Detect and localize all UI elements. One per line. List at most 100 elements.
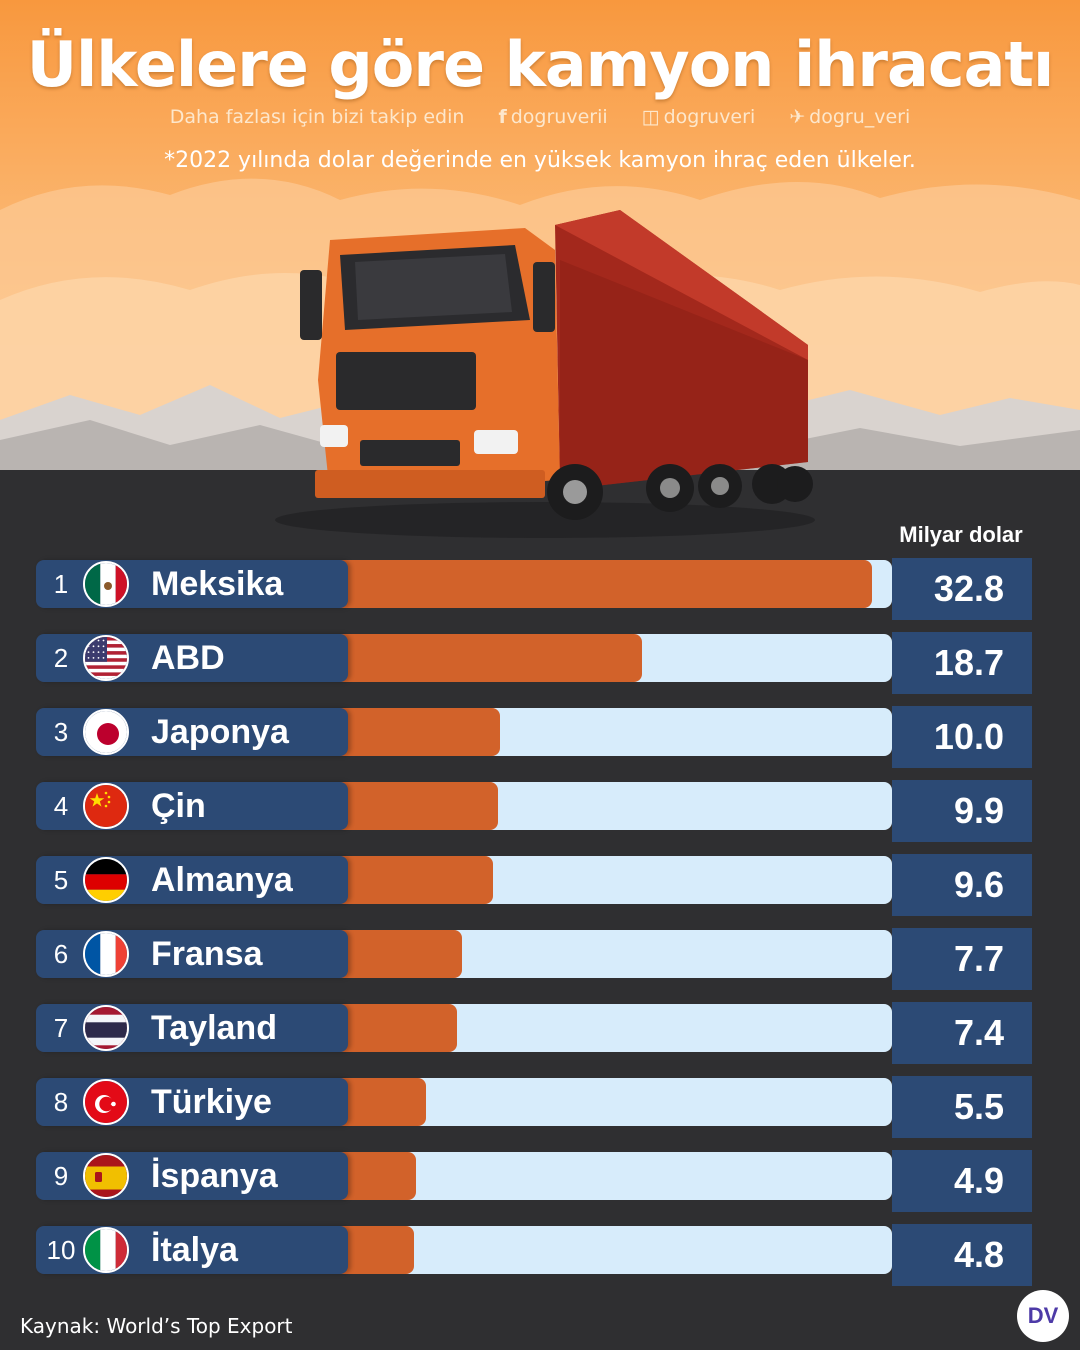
bar — [336, 560, 872, 608]
facebook-handle: dogruverii — [510, 106, 608, 128]
social-links: Daha fazlası için bizi takip edin f dogru… — [0, 106, 1080, 128]
bar-row: 9 İspanya 4.9 — [36, 1150, 1032, 1216]
brand-logo: DV — [1017, 1290, 1069, 1342]
country-name: Meksika — [151, 565, 284, 603]
flag-icon — [83, 1079, 129, 1125]
country-name: Tayland — [151, 1009, 277, 1047]
category-label: 5 Almanya — [36, 856, 348, 904]
rank-number: 6 — [53, 939, 69, 969]
flag-icon — [83, 1227, 129, 1273]
bar — [336, 1226, 414, 1274]
country-name: Çin — [151, 787, 206, 825]
value-box: 4.9 — [892, 1150, 1032, 1212]
source-note: Kaynak: World’s Top Export — [20, 1314, 293, 1338]
unit-label: Milyar dolar — [899, 522, 1023, 547]
value-box: 9.6 — [892, 854, 1032, 916]
bar-row: 6 Fransa 7.7 — [36, 928, 1032, 994]
facebook-icon: f — [498, 106, 507, 128]
flag-icon — [83, 857, 129, 903]
twitter-icon: ✈ — [789, 106, 806, 128]
rank-number: 8 — [53, 1087, 69, 1117]
category-label: 3 Japonya — [36, 708, 348, 756]
rank-number: 7 — [53, 1013, 69, 1043]
category-label: 9 İspanya — [36, 1152, 348, 1200]
twitter-handle: dogru_veri — [809, 106, 911, 128]
data-label: 9.9 — [953, 790, 1004, 831]
value-box: 7.4 — [892, 1002, 1032, 1064]
value-box: 32.8 — [892, 558, 1032, 620]
value-box: 10.0 — [892, 706, 1032, 768]
rank-number: 9 — [53, 1161, 69, 1191]
flag-icon — [83, 561, 129, 607]
flag-icon — [83, 1153, 129, 1199]
value-box: 5.5 — [892, 1076, 1032, 1138]
category-label: 4 Çin — [36, 782, 348, 830]
bar-row: 10 İtalya 4.8 — [36, 1224, 1032, 1290]
chart-title: Ülkelere göre kamyon ihracatı — [26, 28, 1055, 101]
rank-number: 5 — [53, 865, 69, 895]
country-name: Almanya — [151, 861, 293, 899]
data-label: 4.9 — [953, 1160, 1004, 1201]
flag-icon — [83, 783, 129, 829]
bar-row: 2 ABD 18.7 — [36, 632, 1032, 698]
bar — [336, 708, 500, 756]
rank-number: 10 — [46, 1235, 76, 1265]
instagram-handle: dogruveri — [663, 106, 756, 128]
value-box: 7.7 — [892, 928, 1032, 990]
bar-track — [336, 1152, 892, 1200]
rank-number: 1 — [53, 569, 69, 599]
data-label: 9.6 — [953, 864, 1004, 905]
country-name: ABD — [151, 639, 225, 677]
category-label: 8 Türkiye — [36, 1078, 348, 1126]
bar — [336, 782, 498, 830]
flag-icon — [83, 635, 129, 681]
bar-row: 3 Japonya 10.0 — [36, 706, 1032, 772]
bar — [336, 1152, 416, 1200]
value-box: 18.7 — [892, 632, 1032, 694]
bar-track — [336, 1078, 892, 1126]
instagram-link[interactable]: ◫ dogruveri — [642, 106, 756, 128]
data-label: 5.5 — [953, 1086, 1004, 1127]
bar — [336, 1004, 457, 1052]
facebook-link[interactable]: f dogruverii — [498, 106, 607, 128]
data-label: 18.7 — [933, 642, 1004, 683]
bar — [336, 856, 493, 904]
data-label: 10.0 — [933, 716, 1004, 757]
data-label: 4.8 — [953, 1234, 1004, 1275]
bar-row: 8 Türkiye 5.5 — [36, 1076, 1032, 1142]
value-box: 4.8 — [892, 1224, 1032, 1286]
flag-icon — [83, 931, 129, 977]
bar-row: 5 Almanya 9.6 — [36, 854, 1032, 920]
rank-number: 2 — [53, 643, 69, 673]
country-name: İspanya — [151, 1157, 278, 1195]
instagram-icon: ◫ — [641, 106, 660, 128]
bar-track — [336, 1226, 892, 1274]
data-label: 7.7 — [953, 938, 1004, 979]
country-name: İtalya — [151, 1231, 238, 1269]
category-label: 6 Fransa — [36, 930, 348, 978]
flag-icon — [83, 709, 129, 755]
country-name: Fransa — [151, 935, 263, 973]
data-label: 7.4 — [953, 1012, 1004, 1053]
country-name: Japonya — [151, 713, 289, 751]
data-label: 32.8 — [933, 568, 1004, 609]
bar — [336, 930, 462, 978]
rank-number: 3 — [53, 717, 69, 747]
category-label: 7 Tayland — [36, 1004, 348, 1052]
country-name: Türkiye — [151, 1083, 272, 1121]
bar-row: 1 Meksika 32.8 — [36, 558, 1032, 624]
value-box: 9.9 — [892, 780, 1032, 842]
bar — [336, 634, 642, 682]
truck-illustration — [275, 210, 815, 538]
category-label: 10 İtalya — [36, 1226, 348, 1274]
chart-subtitle: *2022 yılında dolar değerinde en yüksek … — [164, 148, 916, 173]
flag-icon — [83, 1005, 129, 1051]
follow-text: Daha fazlası için bizi takip edin — [169, 106, 465, 128]
bar-row: 4 Çin 9.9 — [36, 780, 1032, 846]
bar — [336, 1078, 426, 1126]
category-label: 2 ABD — [36, 634, 348, 682]
bar-row: 7 Tayland 7.4 — [36, 1002, 1032, 1068]
twitter-link[interactable]: ✈ dogru_veri — [789, 106, 910, 128]
category-label: 1 Meksika — [36, 560, 348, 608]
